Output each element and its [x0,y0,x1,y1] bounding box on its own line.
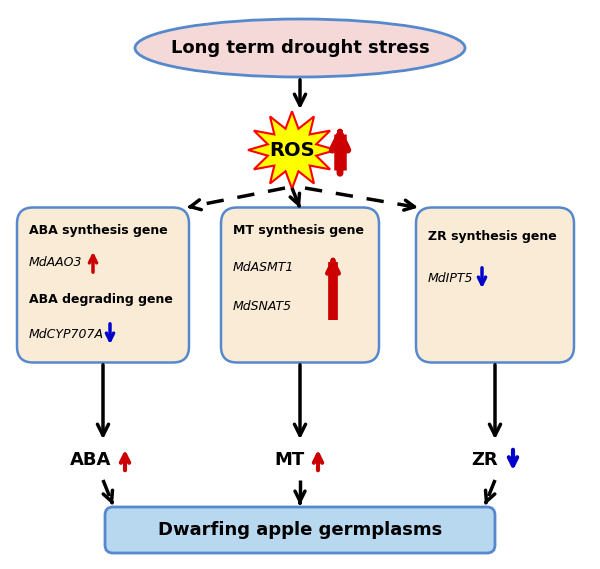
Text: MT: MT [275,451,305,469]
Text: MdSNAT5: MdSNAT5 [233,299,292,312]
FancyBboxPatch shape [17,208,189,362]
Text: MdIPT5: MdIPT5 [428,271,473,284]
Text: ZR synthesis gene: ZR synthesis gene [428,229,557,242]
Text: ABA synthesis gene: ABA synthesis gene [29,224,168,237]
Text: MdAAO3: MdAAO3 [29,255,83,269]
Text: MdASMT1: MdASMT1 [233,261,295,274]
Text: ZR: ZR [472,451,499,469]
FancyBboxPatch shape [416,208,574,362]
FancyBboxPatch shape [221,208,379,362]
Text: MdCYP707A: MdCYP707A [29,328,104,340]
Text: Dwarfing apple germplasms: Dwarfing apple germplasms [158,521,442,539]
Text: ABA: ABA [70,451,112,469]
Text: Long term drought stress: Long term drought stress [170,39,430,57]
Ellipse shape [135,19,465,77]
Text: ROS: ROS [269,141,315,159]
Text: ABA degrading gene: ABA degrading gene [29,292,173,306]
Polygon shape [248,112,336,189]
FancyBboxPatch shape [105,507,495,553]
Text: MT synthesis gene: MT synthesis gene [233,224,364,237]
